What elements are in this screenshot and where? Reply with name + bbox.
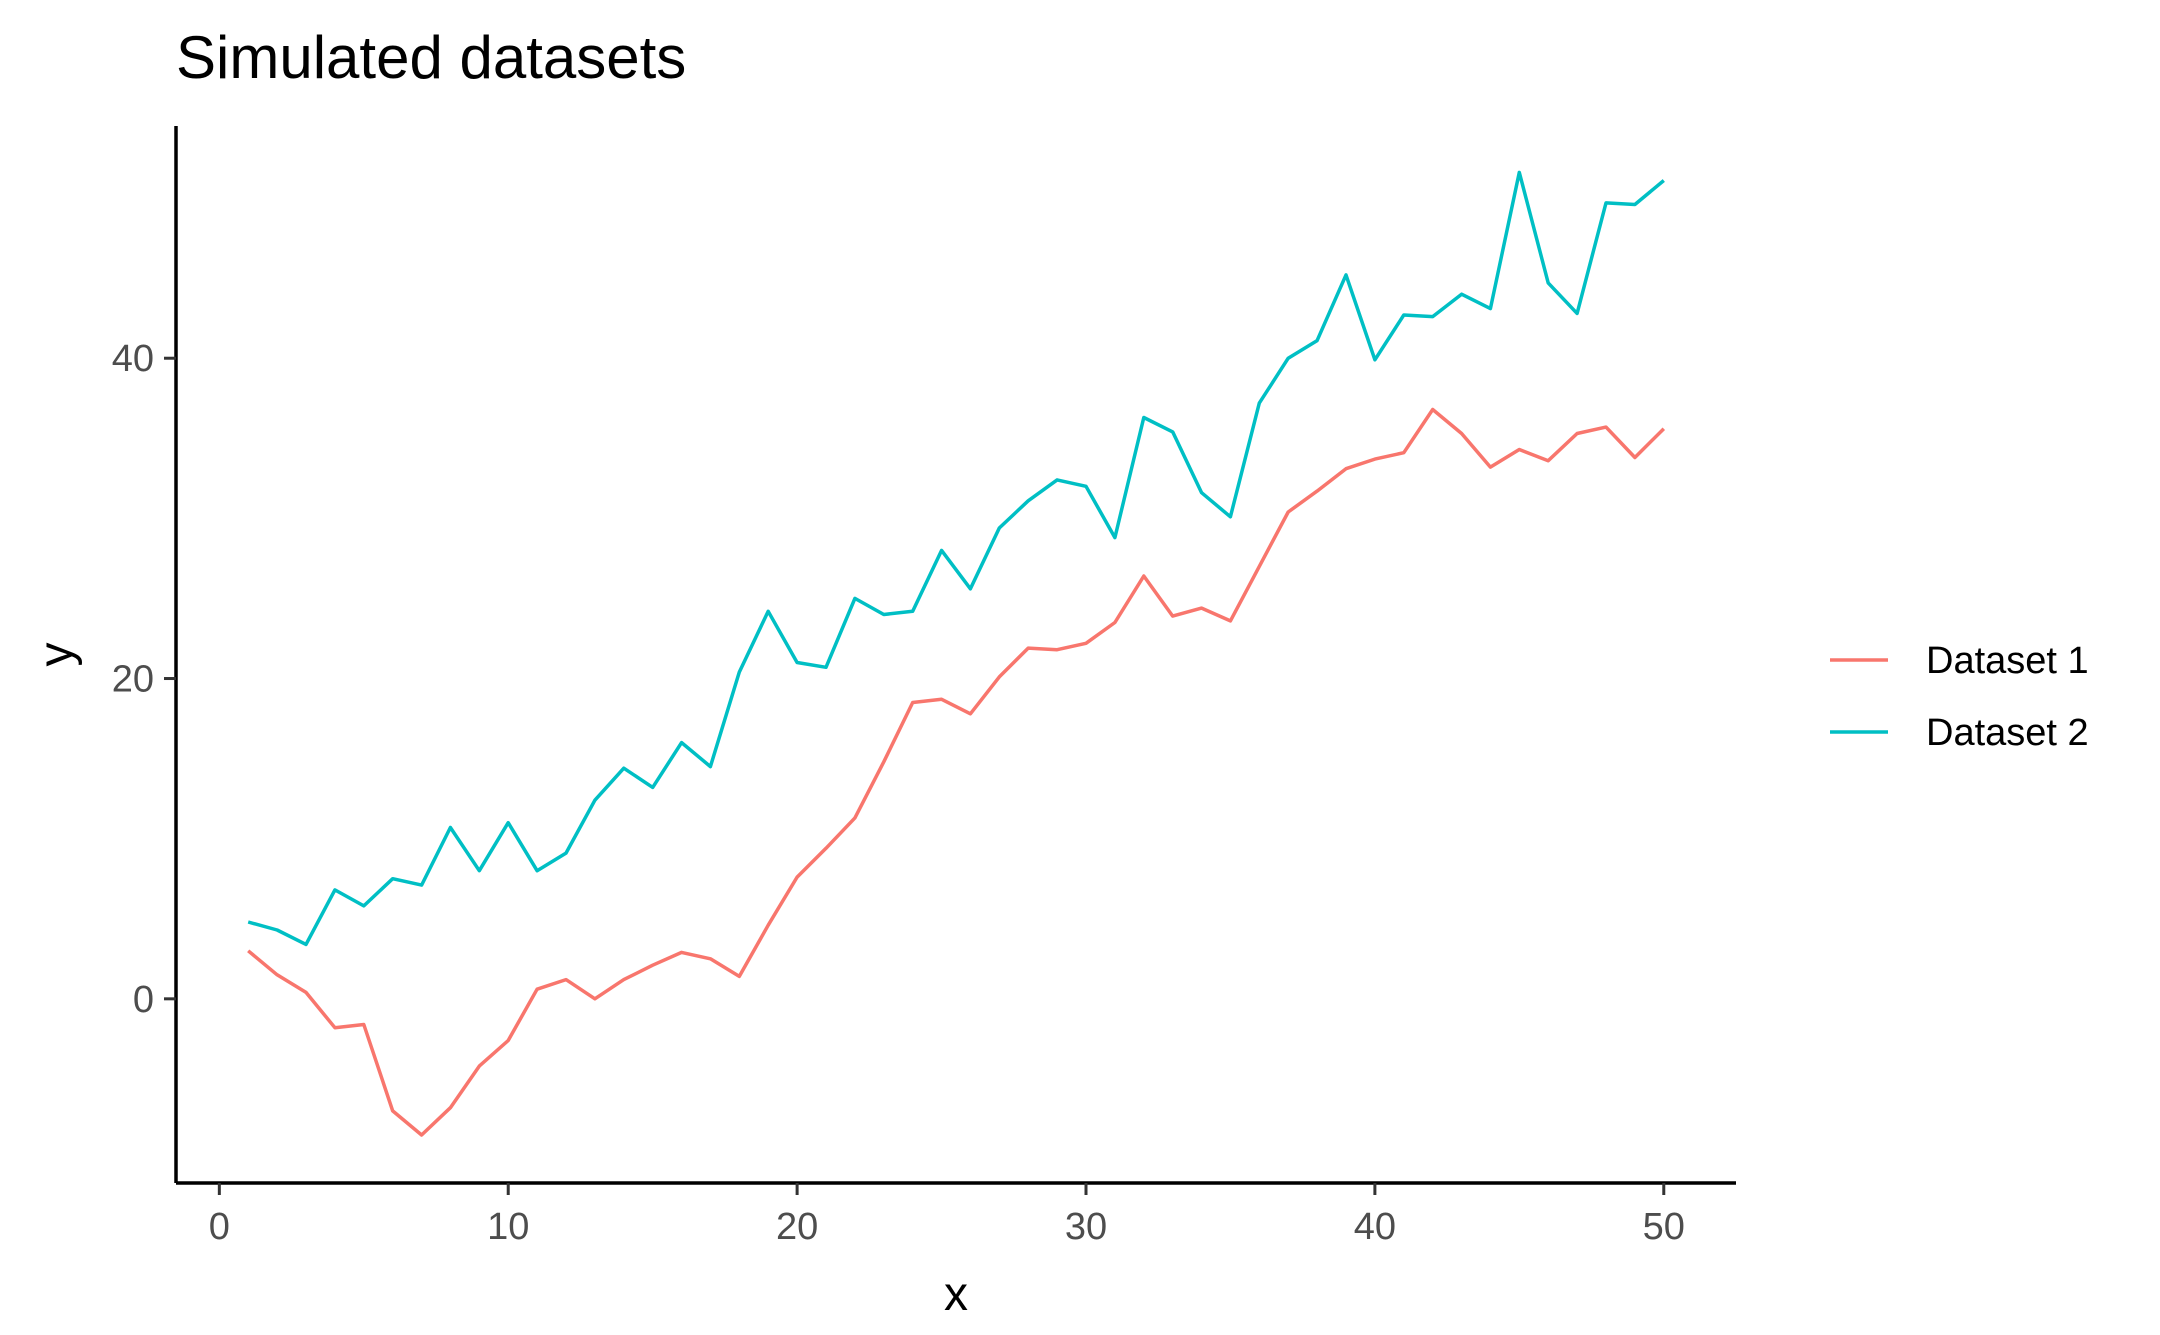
x-tick-label: 10 — [487, 1206, 529, 1248]
x-axis-ticks: 0 10 20 30 40 50 — [209, 1183, 1685, 1248]
y-axis-title: y — [30, 643, 83, 667]
x-tick-label: 20 — [776, 1206, 818, 1248]
chart-title: Simulated datasets — [176, 24, 686, 91]
legend-label-1: Dataset 1 — [1926, 640, 2089, 682]
series-line-2 — [247, 170, 1665, 947]
y-tick-label: 40 — [112, 338, 154, 380]
y-axis-ticks: 0 20 40 — [112, 338, 176, 1021]
series-line-1 — [247, 407, 1666, 1137]
y-tick-label: 20 — [112, 659, 154, 701]
x-tick-label: 30 — [1065, 1206, 1107, 1248]
x-axis-title: x — [944, 1268, 968, 1321]
x-tick-label: 40 — [1354, 1206, 1396, 1248]
y-tick-label: 0 — [133, 979, 154, 1021]
x-tick-label: 50 — [1643, 1206, 1685, 1248]
x-tick-label: 0 — [209, 1206, 230, 1248]
legend-label-2: Dataset 2 — [1926, 712, 2089, 754]
series-layer — [247, 170, 1666, 1137]
legend: Dataset 1 Dataset 2 — [1830, 640, 2089, 754]
